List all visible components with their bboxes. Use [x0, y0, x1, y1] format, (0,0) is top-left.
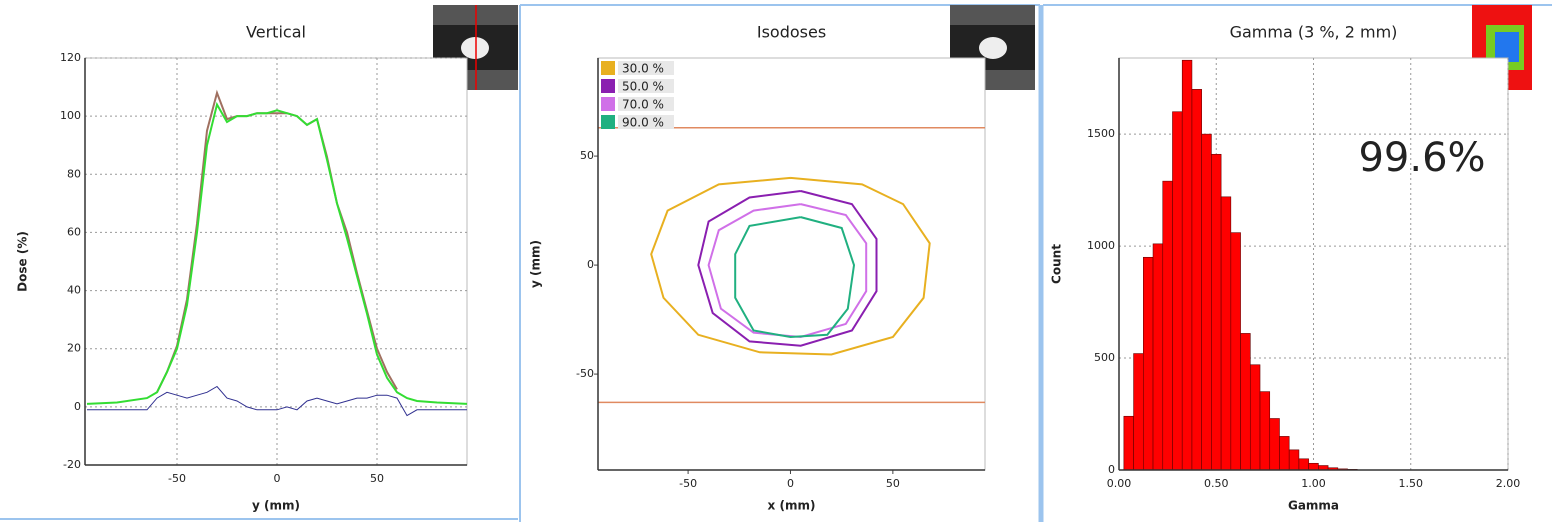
y-tick-label: -50	[576, 367, 594, 380]
legend-swatch	[601, 79, 615, 93]
bar	[1260, 392, 1270, 470]
screen: -20 0 20 40 60 80 100 120 -50 0 50 Vertical y (mm) Do…	[0, 0, 1552, 522]
y-tick-label: 120	[60, 51, 81, 64]
bar	[1270, 419, 1280, 471]
x-tick-label: 50	[886, 477, 900, 490]
y-tick-label: 0	[587, 258, 594, 271]
y-axis-label: Dose (%)	[16, 231, 30, 292]
legend-swatch	[601, 97, 615, 111]
bar	[1241, 333, 1251, 470]
x-tick-label: 0.50	[1204, 477, 1229, 490]
legend-swatch	[601, 61, 615, 75]
bar	[1299, 459, 1309, 470]
bar	[1153, 244, 1163, 470]
y-axis-label: y (mm)	[529, 240, 543, 288]
x-tick-label: 1.50	[1399, 477, 1424, 490]
x-tick-label: 0	[787, 477, 794, 490]
chart-title: Isodoses	[757, 23, 826, 42]
bar	[1182, 60, 1192, 470]
x-tick-label: 0	[274, 472, 281, 485]
y-tick-label: 0	[74, 400, 81, 413]
bar	[1143, 257, 1153, 470]
bar	[1211, 154, 1221, 470]
x-tick-label: 1.00	[1301, 477, 1326, 490]
legend-label: 30.0 %	[622, 62, 664, 76]
y-tick-label: 80	[67, 167, 81, 180]
bar	[1192, 89, 1202, 470]
y-tick-label: 20	[67, 342, 81, 355]
y-tick-label: 40	[67, 284, 81, 297]
y-tick-label: 1500	[1087, 127, 1115, 140]
legend-label: 50.0 %	[622, 80, 664, 94]
y-tick-label: 50	[580, 149, 594, 162]
x-tick-label: 0.00	[1107, 477, 1132, 490]
y-axis-label: Count	[1050, 244, 1064, 284]
bar	[1309, 463, 1319, 470]
x-tick-label: -50	[168, 472, 186, 485]
legend-swatch	[601, 115, 615, 129]
x-tick-label: 2.00	[1496, 477, 1521, 490]
bar	[1163, 181, 1173, 470]
chart-title: Gamma (3 %, 2 mm)	[1230, 23, 1398, 42]
chart-title: Vertical	[246, 23, 306, 42]
y-tick-label: 500	[1094, 351, 1115, 364]
x-axis-label: x (mm)	[768, 499, 816, 513]
bar	[1231, 233, 1241, 470]
bar	[1134, 354, 1144, 470]
y-tick-label: 100	[60, 109, 81, 122]
annotation: 99.6%	[1358, 135, 1485, 181]
y-tick-label: 1000	[1087, 239, 1115, 252]
plot-area	[85, 58, 467, 465]
bar	[1289, 450, 1299, 470]
legend-label: 70.0 %	[622, 98, 664, 112]
x-axis-label: y (mm)	[252, 499, 300, 513]
bar	[1172, 112, 1182, 470]
y-tick-label: 0	[1108, 463, 1115, 476]
bar	[1124, 416, 1134, 470]
bar	[1279, 436, 1289, 470]
y-tick-label: -20	[63, 458, 81, 471]
bar	[1202, 134, 1212, 470]
legend-label: 90.0 %	[622, 116, 664, 130]
x-tick-label: -50	[679, 477, 697, 490]
bar	[1221, 197, 1231, 470]
bar	[1250, 365, 1260, 470]
x-tick-label: 50	[370, 472, 384, 485]
y-tick-label: 60	[67, 225, 81, 238]
x-axis-label: Gamma	[1288, 499, 1339, 513]
